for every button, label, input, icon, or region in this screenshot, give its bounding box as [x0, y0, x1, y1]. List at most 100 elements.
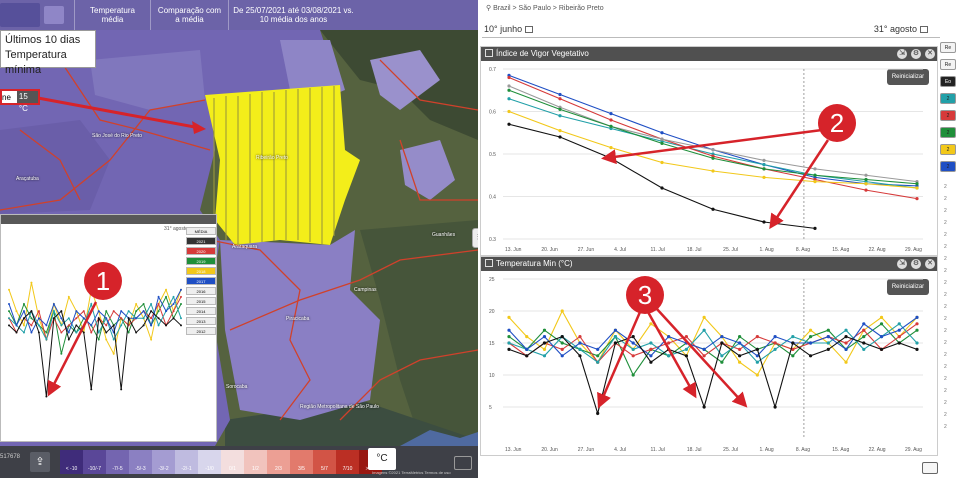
data-point[interactable] [558, 135, 562, 139]
data-point[interactable] [702, 354, 706, 358]
data-point[interactable] [826, 347, 830, 351]
reset-zoom-button[interactable]: Reinicializar [887, 279, 929, 295]
series-line[interactable] [508, 98, 918, 189]
data-point[interactable] [660, 186, 664, 190]
series-year-item[interactable]: 2 [944, 292, 947, 298]
data-point[interactable] [702, 405, 706, 409]
data-point[interactable] [791, 347, 795, 351]
data-point[interactable] [613, 341, 618, 345]
data-point[interactable] [558, 107, 562, 111]
data-point[interactable] [609, 156, 613, 160]
data-point[interactable] [844, 360, 848, 364]
data-point[interactable] [649, 354, 653, 358]
series-year-item[interactable]: 2 [944, 208, 947, 214]
date-end[interactable]: 31° agosto [874, 24, 928, 34]
data-point[interactable] [808, 354, 813, 358]
data-point[interactable] [879, 335, 884, 339]
series-toggle-chip[interactable]: Re [940, 59, 956, 70]
data-point[interactable] [897, 335, 901, 339]
data-point[interactable] [915, 328, 919, 332]
series-line[interactable] [508, 74, 918, 187]
data-point[interactable] [667, 341, 671, 345]
data-point[interactable] [762, 167, 766, 171]
data-point[interactable] [844, 347, 848, 351]
data-point[interactable] [507, 84, 511, 88]
data-point[interactable] [862, 335, 866, 339]
data-point[interactable] [738, 341, 742, 345]
data-point[interactable] [560, 341, 564, 345]
data-point[interactable] [864, 188, 868, 192]
data-point[interactable] [542, 354, 547, 358]
series-year-item[interactable]: 2 [944, 400, 947, 406]
data-point[interactable] [879, 347, 884, 351]
series-toggle-chip[interactable]: 2 [940, 93, 956, 104]
series-toggle-chip[interactable]: 2 [940, 144, 956, 155]
data-point[interactable] [738, 335, 742, 339]
data-point[interactable] [542, 328, 547, 332]
calendar-icon[interactable] [525, 26, 534, 33]
data-point[interactable] [558, 114, 562, 118]
data-point[interactable] [560, 347, 564, 351]
data-point[interactable] [507, 88, 511, 92]
data-point[interactable] [826, 335, 830, 339]
data-point[interactable] [609, 146, 613, 150]
data-point[interactable] [755, 373, 759, 377]
data-point[interactable] [684, 335, 688, 339]
data-point[interactable] [578, 347, 582, 351]
data-point[interactable] [578, 354, 582, 358]
series-year-item[interactable]: 2 [944, 376, 947, 382]
calendar-icon[interactable] [920, 26, 928, 33]
data-point[interactable] [711, 207, 715, 211]
series-year-item[interactable]: 2 [944, 196, 947, 202]
data-point[interactable] [762, 163, 766, 167]
data-point[interactable] [897, 328, 901, 332]
mini-legend-item[interactable]: 2014 [186, 307, 216, 315]
data-point[interactable] [667, 335, 671, 339]
data-point[interactable] [507, 315, 511, 319]
mini-legend-item[interactable]: 2018 [186, 267, 216, 275]
data-point[interactable] [660, 137, 664, 141]
data-point[interactable] [558, 92, 562, 97]
mini-legend-item[interactable]: 2021 [186, 237, 216, 245]
data-point[interactable] [791, 341, 795, 345]
data-point[interactable] [711, 156, 715, 160]
data-point[interactable] [813, 173, 817, 177]
export-icon[interactable]: ⇪ [30, 452, 50, 472]
series-year-item[interactable]: 2 [944, 388, 947, 394]
series-year-item[interactable]: 2 [944, 328, 947, 334]
data-point[interactable] [667, 354, 671, 358]
unit-toggle-button[interactable]: °C [368, 448, 396, 470]
data-point[interactable] [596, 354, 600, 358]
data-point[interactable] [609, 118, 613, 122]
data-point[interactable] [578, 341, 582, 345]
data-point[interactable] [720, 341, 724, 345]
calendar-icon[interactable] [44, 6, 64, 24]
data-point[interactable] [915, 347, 919, 351]
data-point[interactable] [649, 341, 653, 345]
data-point[interactable] [862, 341, 866, 345]
data-point[interactable] [755, 335, 759, 339]
export-icon[interactable]: ⇲ [897, 259, 907, 269]
data-point[interactable] [507, 335, 511, 339]
data-point[interactable] [684, 347, 688, 351]
data-point[interactable] [507, 75, 511, 80]
series-year-item[interactable]: 2 [944, 244, 947, 250]
export-icon[interactable]: ⇲ [897, 49, 907, 59]
data-point[interactable] [649, 360, 653, 364]
data-point[interactable] [720, 360, 724, 364]
data-point[interactable] [773, 405, 777, 409]
data-point[interactable] [649, 322, 653, 326]
data-point[interactable] [755, 347, 759, 351]
data-point[interactable] [558, 97, 562, 101]
data-point[interactable] [560, 309, 564, 313]
data-point[interactable] [897, 322, 901, 326]
data-point[interactable] [915, 341, 919, 345]
data-point[interactable] [596, 411, 600, 415]
data-point[interactable] [507, 341, 511, 345]
data-point[interactable] [773, 341, 777, 345]
data-point[interactable] [684, 354, 688, 358]
data-point[interactable] [720, 335, 724, 339]
data-point[interactable] [711, 169, 715, 173]
data-point[interactable] [560, 354, 564, 358]
mini-legend-item[interactable]: 2015 [186, 297, 216, 305]
